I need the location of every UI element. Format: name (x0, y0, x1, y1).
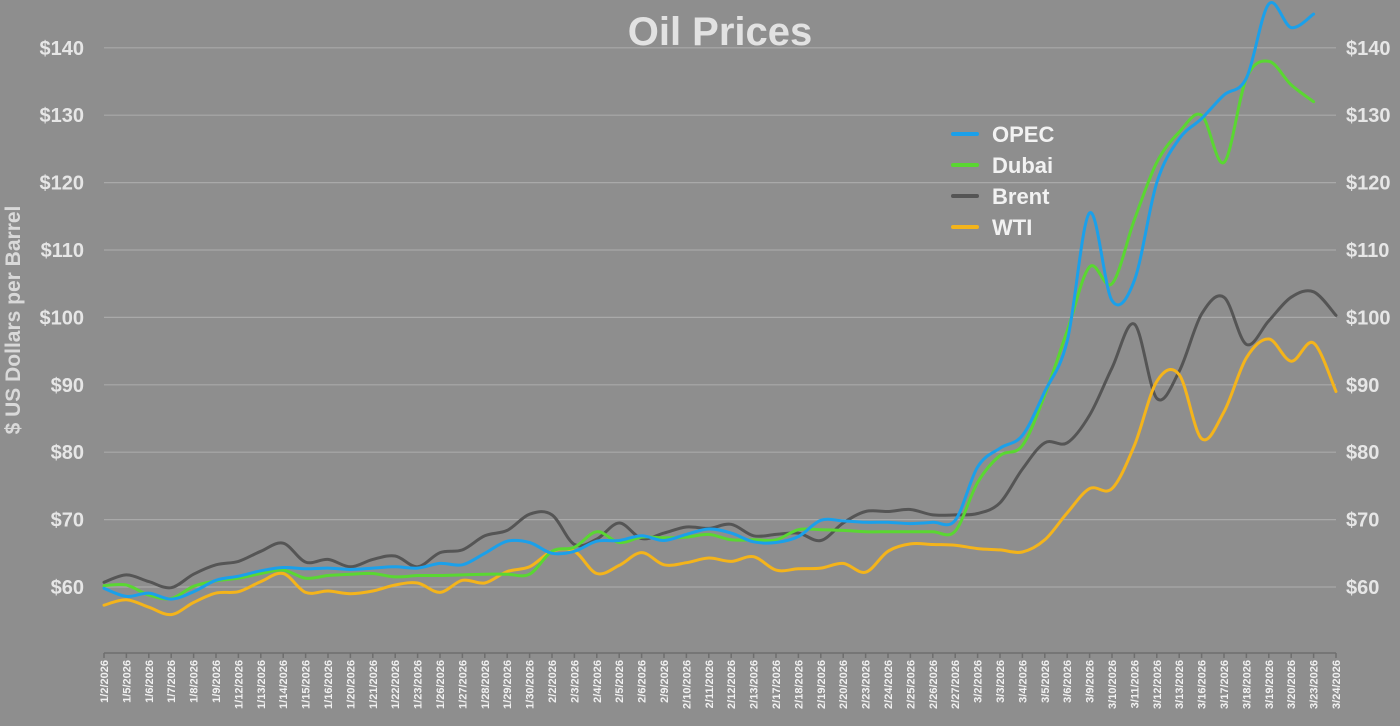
x-tick-label: 3/4/2026 (1017, 660, 1029, 703)
legend-label-wti: WTI (992, 215, 1032, 240)
y-tick-label-left: $80 (51, 442, 84, 464)
x-tick-label: 3/11/2026 (1129, 660, 1141, 708)
x-tick-label: 3/6/2026 (1062, 660, 1074, 703)
x-tick-label: 1/23/2026 (413, 660, 425, 709)
y-tick-label-right: $120 (1346, 173, 1391, 195)
x-tick-label: 3/9/2026 (1085, 660, 1097, 703)
y-axis-right-ticks: $60 $70 $80 $90 $100 $110 $120 $130 $140 (1346, 38, 1391, 599)
x-tick-label: 1/28/2026 (480, 660, 492, 709)
x-tick-label: 3/10/2026 (1107, 660, 1119, 709)
y-tick-label-left: $60 (51, 577, 84, 599)
y-tick-label-left: $120 (40, 173, 85, 195)
x-tick-label: 1/22/2026 (390, 660, 402, 709)
y-axis-label: $ US Dollars per Barrel (2, 206, 25, 435)
x-tick-label: 1/9/2026 (211, 660, 223, 703)
x-tick-label: 2/26/2026 (928, 660, 940, 709)
grid-lines (104, 47, 1336, 654)
y-tick-label-right: $110 (1346, 240, 1389, 262)
x-tick-label: 2/19/2026 (816, 660, 828, 709)
series-line-opec (102, 1, 1316, 601)
x-tick-label: 1/30/2026 (525, 660, 537, 709)
x-tick-label: 1/27/2026 (457, 660, 469, 709)
x-tick-label: 2/10/2026 (681, 660, 693, 709)
x-tick-label: 3/20/2026 (1286, 660, 1298, 709)
legend: OPEC Dubai Brent WTI (951, 122, 1054, 240)
x-tick-label: 1/8/2026 (189, 660, 201, 703)
x-tick-label: 3/18/2026 (1241, 660, 1253, 709)
y-axis-left-ticks: $60 $70 $80 $90 $100 $110 $120 $130 $140 (40, 38, 85, 599)
x-tick-label: 2/18/2026 (793, 660, 805, 709)
x-tick-label: 1/16/2026 (323, 660, 335, 709)
x-tick-label: 2/27/2026 (950, 660, 962, 709)
y-tick-label-right: $60 (1346, 577, 1379, 599)
x-tick-label: 3/12/2026 (1152, 660, 1164, 709)
x-tick-label: 2/13/2026 (749, 660, 761, 709)
legend-label-dubai: Dubai (992, 153, 1053, 178)
series-line-dubai (102, 59, 1316, 601)
x-tick-label: 2/12/2026 (726, 660, 738, 709)
series-lines (102, 1, 1338, 617)
x-tick-label: 2/4/2026 (592, 660, 604, 703)
x-tick-label: 3/5/2026 (1040, 660, 1052, 703)
x-tick-label: 3/16/2026 (1197, 660, 1209, 709)
y-tick-label-right: $140 (1346, 38, 1391, 60)
x-tick-label: 2/23/2026 (861, 660, 873, 709)
x-tick-label: 2/2/2026 (547, 660, 559, 703)
series-line-wti (102, 337, 1338, 617)
x-axis-ticks: 1/2/2026 1/5/2026 1/6/2026 1/7/2026 1/8/2026… (99, 653, 1343, 709)
x-tick-label: 1/14/2026 (278, 660, 290, 709)
x-tick-label: 2/20/2026 (838, 660, 850, 709)
x-tick-label: 1/21/2026 (368, 660, 380, 709)
y-tick-label-right: $80 (1346, 442, 1379, 464)
y-tick-label-left: $100 (40, 307, 85, 329)
x-tick-label: 1/15/2026 (301, 660, 313, 709)
chart-title: Oil Prices (628, 10, 813, 54)
x-tick-label: 2/17/2026 (771, 660, 783, 709)
x-tick-label: 1/2/2026 (99, 660, 111, 703)
y-tick-label-right: $90 (1346, 375, 1379, 397)
x-tick-label: 1/5/2026 (121, 660, 133, 703)
x-tick-label: 1/6/2026 (144, 660, 156, 703)
y-tick-label-right: $130 (1346, 105, 1391, 127)
y-tick-label-left: $110 (41, 240, 84, 262)
x-tick-label: 3/13/2026 (1174, 660, 1186, 709)
y-tick-label-left: $140 (40, 38, 85, 60)
x-tick-label: 3/19/2026 (1264, 660, 1276, 709)
x-tick-label: 1/7/2026 (166, 660, 178, 703)
y-tick-label-right: $70 (1346, 510, 1379, 532)
x-tick-label: 2/11/2026 (704, 660, 716, 708)
x-tick-label: 2/5/2026 (614, 660, 626, 703)
x-tick-label: 3/2/2026 (973, 660, 985, 703)
x-tick-label: 2/3/2026 (569, 660, 581, 703)
x-tick-label: 3/23/2026 (1309, 660, 1321, 709)
x-tick-label: 2/24/2026 (883, 660, 895, 709)
series-line-brent (102, 289, 1338, 590)
x-tick-label: 1/29/2026 (502, 660, 514, 709)
legend-label-opec: OPEC (992, 122, 1054, 147)
x-tick-label: 1/13/2026 (256, 660, 268, 709)
x-tick-label: 2/9/2026 (659, 660, 671, 703)
x-tick-label: 1/12/2026 (233, 660, 245, 709)
x-tick-label: 3/24/2026 (1331, 660, 1343, 709)
x-tick-label: 3/3/2026 (995, 660, 1007, 703)
x-tick-label: 2/6/2026 (637, 660, 649, 703)
x-tick-label: 2/25/2026 (905, 660, 917, 709)
y-tick-label-right: $100 (1346, 307, 1391, 329)
y-tick-label-left: $70 (51, 510, 84, 532)
y-tick-label-left: $130 (40, 105, 85, 127)
x-tick-label: 1/20/2026 (345, 660, 357, 709)
legend-label-brent: Brent (992, 184, 1050, 209)
x-tick-label: 1/26/2026 (435, 660, 447, 709)
x-tick-label: 3/17/2026 (1219, 660, 1231, 709)
y-tick-label-left: $90 (51, 375, 84, 397)
